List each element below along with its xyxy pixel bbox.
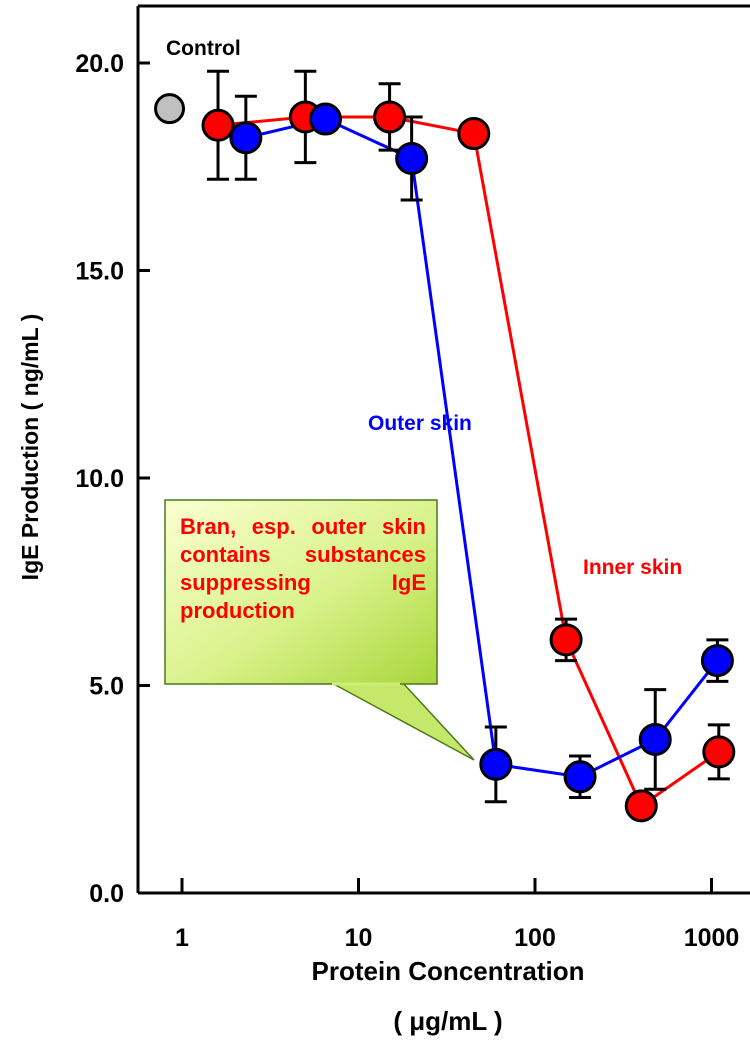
y-tick-label: 0.0 — [89, 880, 124, 908]
callout — [164, 499, 475, 761]
callout-text: Bran, esp. outer skin contains substance… — [180, 514, 426, 623]
control-point — [154, 93, 186, 125]
inner-skin-label: Inner skin — [583, 556, 682, 579]
plot-frame — [136, 4, 750, 895]
x-axis-title: Protein Concentration — [311, 956, 584, 986]
data-point-inner-skin — [201, 108, 235, 142]
data-point-outer-skin — [700, 644, 734, 678]
control-label: Control — [166, 37, 241, 60]
y-tick-label: 10.0 — [75, 465, 124, 493]
x-tick-label: 1 — [175, 924, 189, 952]
y-tick-label: 20.0 — [75, 50, 124, 78]
callout-pointer — [329, 681, 475, 761]
x-axis-unit: ( μg/mL ) — [393, 1006, 502, 1036]
data-point-inner-skin — [457, 117, 491, 151]
y-axis-title: IgE Production ( ng/mL ) — [17, 314, 43, 581]
data-point-outer-skin — [638, 722, 672, 756]
data-point-inner-skin — [702, 735, 736, 769]
data-point-outer-skin — [229, 121, 263, 155]
data-point-inner-skin — [624, 789, 658, 823]
x-tick-label: 1000 — [684, 924, 740, 952]
x-tick-label: 10 — [345, 924, 373, 952]
data-point-inner-skin — [373, 100, 407, 134]
data-points — [154, 93, 736, 823]
x-axis: 1 10 100 1000 — [175, 878, 739, 952]
y-axis: 0.0 5.0 10.0 15.0 20.0 — [75, 50, 150, 908]
y-tick-label: 15.0 — [75, 258, 124, 286]
callout-box — [164, 499, 438, 685]
data-point-outer-skin — [479, 747, 513, 781]
series-lines — [217, 115, 720, 809]
data-point-outer-skin — [308, 102, 342, 136]
x-tick-label: 100 — [514, 924, 556, 952]
outer-skin-label: Outer skin — [368, 412, 472, 435]
data-point-outer-skin — [563, 760, 597, 794]
data-point-inner-skin — [549, 623, 583, 657]
data-point-outer-skin — [395, 141, 429, 175]
error-bars — [207, 69, 730, 804]
series-line-inner-skin — [217, 115, 720, 809]
y-tick-label: 5.0 — [89, 673, 124, 701]
